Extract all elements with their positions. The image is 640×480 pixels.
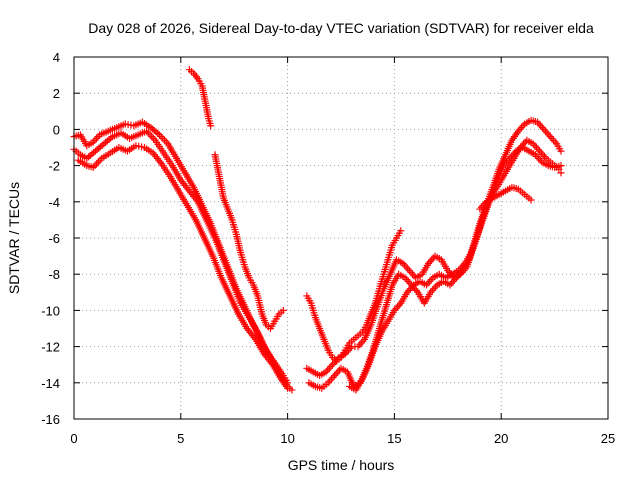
data-point [397, 227, 405, 235]
series-track-g [303, 116, 565, 380]
series-track-e [211, 151, 287, 332]
series-track-i [346, 144, 565, 394]
data-point [207, 122, 215, 130]
x-axis-label: GPS time / hours [288, 457, 395, 473]
data-point [557, 147, 565, 155]
series-track-c [74, 142, 292, 392]
x-tick-label: 5 [177, 431, 184, 446]
x-tick-label: 15 [387, 431, 401, 446]
y-tick-label: -4 [48, 195, 60, 210]
y-tick-label: 0 [53, 122, 60, 137]
x-tick-label: 20 [494, 431, 508, 446]
data-point [154, 129, 162, 137]
y-tick-label: -14 [41, 376, 60, 391]
data-point [557, 169, 565, 177]
y-tick-label: -10 [41, 303, 60, 318]
y-axis-label: SDTVAR / TECUs [6, 182, 22, 294]
x-tick-label: 25 [601, 431, 615, 446]
data-point [557, 162, 565, 170]
y-tick-label: 2 [53, 86, 60, 101]
series-track-f [303, 227, 405, 365]
axis-ticks: 0 5 10 15 20 25 -16 -14 -12 -10 -8 -6 -4 -2 0 2 4 [41, 50, 615, 446]
data-point [527, 196, 535, 204]
x-tick-label: 10 [280, 431, 294, 446]
data-point [288, 386, 296, 394]
data-point [279, 306, 287, 314]
x-tick-label: 0 [70, 431, 77, 446]
data-points [70, 66, 565, 394]
chart-title: Day 028 of 2026, Sidereal Day-to-day VTE… [88, 20, 594, 36]
y-tick-label: -6 [48, 231, 60, 246]
series-track-j [476, 183, 535, 213]
y-tick-label: -16 [41, 412, 60, 427]
grid [74, 57, 608, 419]
series-track-d [185, 66, 215, 130]
y-tick-label: -8 [48, 267, 60, 282]
y-tick-label: -12 [41, 340, 60, 355]
data-point [284, 384, 292, 392]
y-tick-label: 4 [53, 50, 60, 65]
y-tick-label: -2 [48, 159, 60, 174]
data-point [107, 134, 115, 142]
